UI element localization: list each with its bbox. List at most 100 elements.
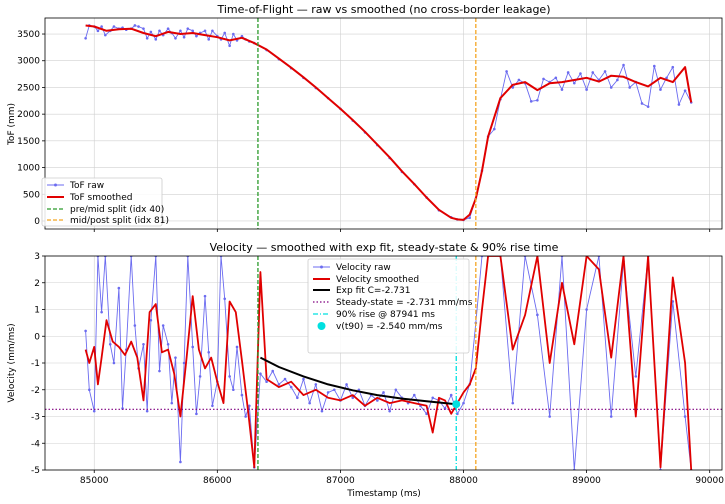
vel-vel-raw-point bbox=[585, 308, 588, 311]
vel-vel-raw-point bbox=[240, 393, 244, 397]
vel-ytick-label: 3 bbox=[34, 252, 40, 262]
vel-vel-raw-point bbox=[462, 401, 465, 405]
vel-vel-raw-point bbox=[259, 372, 262, 376]
vel-ytick-label: -3 bbox=[31, 413, 40, 423]
tof-tof-raw-point bbox=[142, 27, 145, 30]
vel-vel-raw-point bbox=[108, 342, 112, 346]
tof-tof-raw-point bbox=[492, 127, 496, 131]
vel-vel-raw-point bbox=[191, 345, 195, 349]
tof-tof-raw-point bbox=[174, 36, 177, 40]
tof-tof-raw-point bbox=[232, 32, 235, 36]
tof-tof-raw-point bbox=[112, 25, 116, 28]
vel-vel-raw-point bbox=[117, 286, 121, 290]
tof-tof-raw-point bbox=[195, 34, 198, 38]
legend-vel-smoothed-label: Velocity smoothed bbox=[336, 275, 419, 285]
vel-vel-raw-point bbox=[548, 415, 551, 418]
vel-vel-raw-point bbox=[382, 391, 385, 394]
tof-tof-raw-point bbox=[579, 72, 582, 75]
vel-vel-raw-point bbox=[100, 310, 103, 314]
vel-vel-raw-point bbox=[142, 342, 145, 346]
tof-tof-raw-point bbox=[616, 78, 619, 82]
vel-vel-raw-point bbox=[84, 329, 87, 333]
tof-tof-raw-point bbox=[223, 31, 227, 35]
vel-vel-raw-point bbox=[394, 388, 398, 392]
vel-vel-raw-point bbox=[425, 412, 428, 416]
vel-vel-raw-point bbox=[166, 342, 170, 346]
tof-tof-raw-point bbox=[203, 29, 207, 33]
legend-rise-label: 90% rise @ 87941 ms bbox=[336, 310, 435, 320]
tof-tof-raw-point bbox=[468, 216, 471, 220]
legend-vel-raw-marker bbox=[320, 265, 323, 269]
tof-tof-raw-point bbox=[536, 98, 539, 102]
vel-vel-raw-point bbox=[376, 399, 379, 402]
tof-tof-raw-point bbox=[96, 29, 100, 33]
vel-vel-raw-point bbox=[609, 415, 613, 418]
vel-vel-raw-point bbox=[345, 383, 348, 386]
vel-vel-raw-point bbox=[182, 361, 186, 365]
vel-vel-raw-point bbox=[289, 385, 293, 389]
tof-tof-raw-point bbox=[603, 70, 607, 73]
vel-vel-raw-point bbox=[133, 324, 137, 327]
vel-vel-raw-point bbox=[232, 388, 235, 392]
vel-vel-raw-point bbox=[412, 393, 416, 397]
tof-tof-raw-point bbox=[677, 103, 681, 106]
tof-tof-raw-point bbox=[84, 36, 87, 40]
tof-tof-raw-point bbox=[149, 30, 153, 34]
velocity-chart-title: Velocity — smoothed with exp fit, steady… bbox=[210, 241, 559, 254]
tof-tof-raw-point bbox=[182, 35, 186, 39]
vel-t90-point bbox=[452, 400, 461, 409]
vel-vel-raw-point bbox=[211, 404, 214, 408]
legend-tof-smoothed-label: ToF smoothed bbox=[69, 193, 132, 203]
tof-tof-raw-point bbox=[166, 27, 170, 30]
tof-tof-raw-point bbox=[554, 76, 558, 80]
tof-ytick-label: 1000 bbox=[17, 164, 40, 174]
vel-vel-raw-point bbox=[198, 375, 202, 378]
vel-vel-raw-point bbox=[158, 369, 161, 373]
tof-tof-raw-point bbox=[191, 29, 195, 33]
tof-ytick-label: 500 bbox=[23, 190, 40, 200]
vel-vel-raw-point bbox=[195, 412, 198, 416]
tof-tof-raw-point bbox=[145, 36, 149, 40]
tof-tof-raw-point bbox=[671, 65, 675, 69]
tof-tof-raw-point bbox=[646, 105, 650, 108]
vel-ytick-label: -1 bbox=[31, 359, 40, 369]
tof-ytick-label: 1500 bbox=[17, 137, 40, 147]
tof-tof-raw-point bbox=[628, 86, 631, 89]
vel-vel-raw-point bbox=[149, 318, 153, 322]
vel-vel-raw-point bbox=[277, 383, 281, 386]
vel-ytick-label: 0 bbox=[34, 332, 40, 342]
tof-ytick-label: 3000 bbox=[17, 57, 40, 67]
tof-chart-ylabel: ToF (mm) bbox=[7, 103, 17, 146]
velocity-chart-xlabel: Timestamp (ms) bbox=[346, 489, 421, 499]
vel-xtick-label: 87000 bbox=[326, 476, 355, 486]
legend-vel-raw-label: Velocity raw bbox=[336, 263, 391, 273]
vel-vel-raw-point bbox=[511, 401, 515, 405]
tof-ytick-label: 2500 bbox=[17, 83, 40, 93]
vel-vel-raw-point bbox=[203, 294, 207, 298]
tof-tof-raw-point bbox=[542, 77, 545, 81]
tof-tof-raw-point bbox=[186, 27, 190, 30]
vel-ytick-label: 1 bbox=[34, 306, 40, 316]
tof-tof-raw-point bbox=[665, 76, 668, 80]
legend-fit-label: Exp fit C=-2.731 bbox=[336, 286, 410, 296]
vel-xtick-label: 85000 bbox=[80, 476, 109, 486]
tof-tof-raw-point bbox=[158, 29, 161, 33]
legend-tof-raw-marker bbox=[54, 183, 57, 187]
tof-tof-raw-point bbox=[100, 25, 103, 28]
velocity-plot-frame bbox=[44, 255, 723, 471]
tof-tof-raw-point bbox=[683, 89, 687, 92]
vel-vel-raw-point bbox=[296, 396, 299, 400]
vel-vel-raw-point bbox=[161, 324, 165, 327]
vel-vel-raw-point bbox=[536, 313, 539, 317]
velocity-legend: Velocity raw Velocity smoothed Exp fit C… bbox=[307, 258, 473, 354]
vel-series-vel-smoothed bbox=[84, 256, 693, 470]
vel-vel-raw-point bbox=[683, 415, 687, 418]
vel-vel-raw-point bbox=[326, 391, 330, 394]
vel-vel-raw-point bbox=[235, 345, 239, 349]
vel-vel-raw-point bbox=[634, 375, 638, 378]
vel-vel-raw-point bbox=[174, 356, 177, 359]
vel-vel-raw-point bbox=[179, 460, 182, 464]
vel-vel-raw-point bbox=[302, 377, 305, 381]
vel-vel-raw-point bbox=[388, 409, 391, 413]
